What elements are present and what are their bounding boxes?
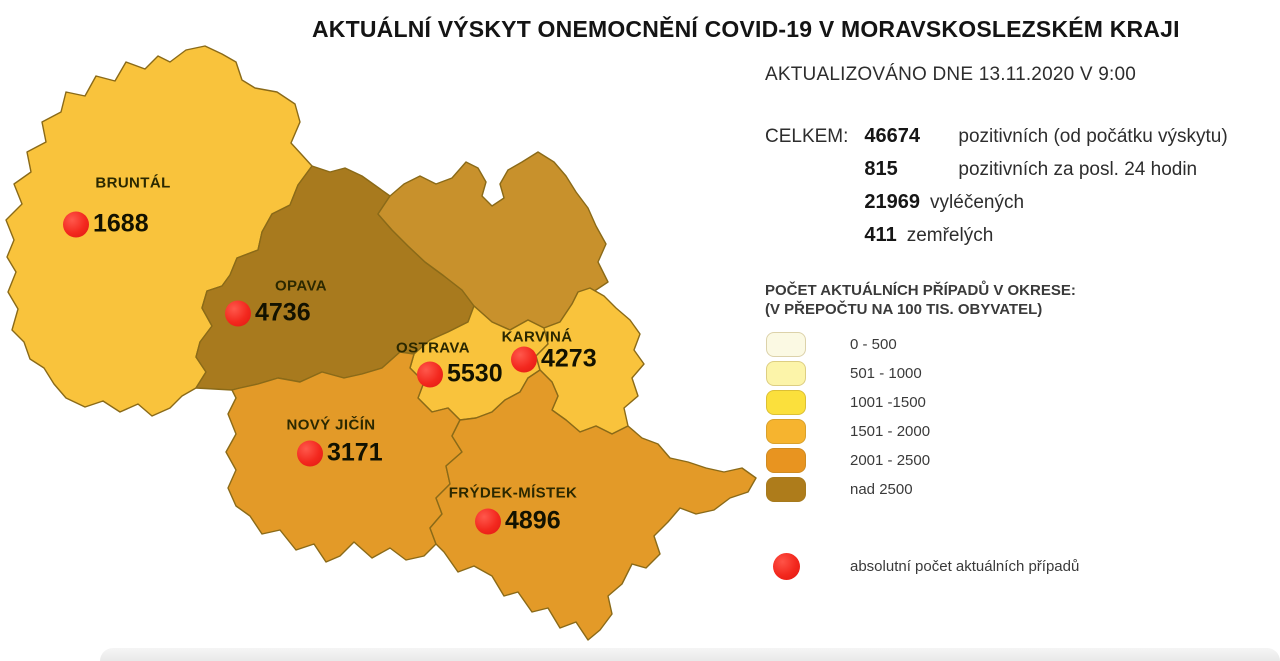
case-count: 4736 <box>255 298 311 327</box>
case-dot-icon <box>511 346 537 372</box>
legend-item: 501 - 1000 <box>766 359 930 388</box>
red-dot-icon <box>773 553 800 580</box>
total-value: 46674 <box>864 125 921 147</box>
legend-swatch <box>766 419 806 444</box>
legend-title-line1: POČET AKTUÁLNÍCH PŘÍPADŮ V OKRESE: <box>765 282 1076 299</box>
district-label-novy-jicin: NOVÝ JIČÍN <box>286 416 376 434</box>
district-label-opava: OPAVA <box>274 277 328 295</box>
legend-swatch <box>766 448 806 473</box>
case-count: 3171 <box>327 438 383 467</box>
legend-label: 501 - 1000 <box>850 365 922 382</box>
updated-date: AKTUALIZOVÁNO DNE 13.11.2020 V 9:00 <box>765 64 1136 85</box>
legend-title: POČET AKTUÁLNÍCH PŘÍPADŮ V OKRESE: (V PŘ… <box>765 281 1076 319</box>
case-count: 4273 <box>541 344 597 373</box>
totals-label: CELKEM: <box>765 126 849 147</box>
case-count: 1688 <box>93 209 149 238</box>
legend-label: 2001 - 2500 <box>850 452 931 469</box>
district-cases-ostrava: 5530 <box>417 360 503 389</box>
total-desc: pozitivních (od počátku výskytu) <box>958 126 1228 147</box>
total-value: 411 <box>864 224 897 246</box>
legend-swatch <box>766 332 806 357</box>
district-cases-karvina: 4273 <box>511 345 597 374</box>
total-value: 21969 <box>864 191 921 213</box>
case-count: 5530 <box>447 359 503 388</box>
total-desc: vyléčených <box>930 192 1025 213</box>
legend-swatch <box>766 390 806 415</box>
district-label-ostrava: OSTRAVA <box>396 339 470 357</box>
total-value: 815 <box>864 158 898 180</box>
district-unlabeled-shape <box>377 151 609 331</box>
district-cases-frydek-mistek: 4896 <box>475 507 561 536</box>
legend-item: 1001 -1500 <box>766 388 930 417</box>
page-title: AKTUÁLNÍ VÝSKYT ONEMOCNĚNÍ COVID-19 V MO… <box>312 16 1180 42</box>
legend-label: 1001 -1500 <box>850 394 926 411</box>
legend-title-line2: (V PŘEPOČTU NA 100 TIS. OBYVATEL) <box>765 301 1043 318</box>
district-label-bruntal: BRUNTÁL <box>95 174 171 192</box>
total-row: 46674 pozitivních (od počátku výskytu) <box>864 120 1227 153</box>
case-dot-icon <box>475 508 501 534</box>
legend-items: 0 - 500 501 - 1000 1001 -1500 1501 - 200… <box>766 330 930 504</box>
district-bruntal-shape <box>5 45 313 417</box>
district-cases-opava: 4736 <box>225 299 311 328</box>
legend-item: nad 2500 <box>766 475 930 504</box>
total-desc: pozitivních za posl. 24 hodin <box>958 159 1198 180</box>
total-row: 21969 vyléčených <box>864 186 1227 219</box>
region-map <box>5 45 757 641</box>
bottom-bar <box>100 648 1280 661</box>
dot-legend-label: absolutní počet aktuálních případů <box>850 558 1080 575</box>
legend-label: 1501 - 2000 <box>850 423 931 440</box>
legend-item: 1501 - 2000 <box>766 417 930 446</box>
district-label-frydek-mistek: FRÝDEK-MÍSTEK <box>448 484 578 502</box>
totals-block: CELKEM: 46674 pozitivních (od počátku vý… <box>765 120 1228 252</box>
case-dot-icon <box>225 300 251 326</box>
legend-item: 2001 - 2500 <box>766 446 930 475</box>
case-dot-icon <box>297 440 323 466</box>
case-dot-icon <box>63 211 89 237</box>
legend-item: 0 - 500 <box>766 330 930 359</box>
case-dot-icon <box>417 361 443 387</box>
legend-swatch <box>766 477 806 502</box>
legend-label: nad 2500 <box>850 481 913 498</box>
district-cases-novy-jicin: 3171 <box>297 439 383 468</box>
district-frydek-mistek-shape <box>429 369 757 641</box>
district-label-karvina: KARVINÁ <box>501 328 573 346</box>
total-row: 411 zemřelých <box>864 219 1227 252</box>
legend-swatch <box>766 361 806 386</box>
legend-label: 0 - 500 <box>850 336 897 353</box>
district-cases-bruntal: 1688 <box>63 210 149 239</box>
dot-legend: absolutní počet aktuálních případů <box>773 553 1079 580</box>
total-row: 815 pozitivních za posl. 24 hodin <box>864 153 1227 186</box>
case-count: 4896 <box>505 506 561 535</box>
total-desc: zemřelých <box>906 225 994 246</box>
